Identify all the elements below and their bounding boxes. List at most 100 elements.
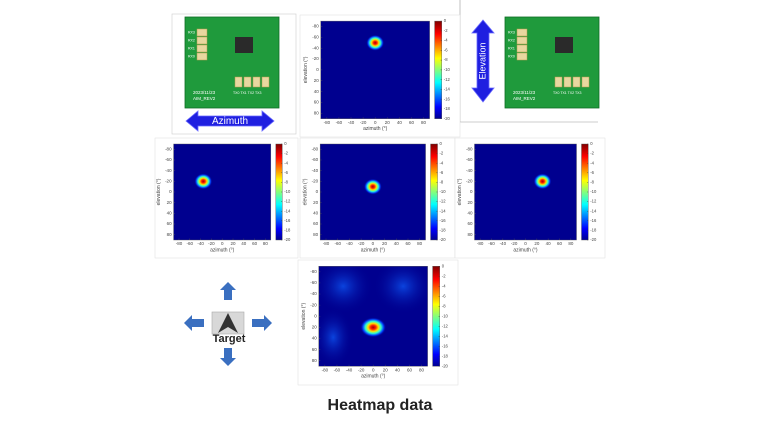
- x-tick-label: 40: [395, 367, 401, 372]
- y-tick-label: -40: [312, 168, 319, 173]
- colorbar-tick-label: -16: [442, 343, 449, 348]
- x-tick-label: -20: [208, 241, 215, 246]
- x-tick-label: 20: [231, 241, 237, 246]
- colorbar-tick-label: -10: [590, 189, 597, 194]
- colorbar-tick-label: -8: [284, 180, 288, 185]
- y-tick-label: -80: [310, 269, 317, 274]
- plot-area: [474, 144, 577, 240]
- colorbar-tick-label: -14: [442, 333, 449, 338]
- x-tick-label: 0: [372, 367, 375, 372]
- y-tick-label: -60: [312, 157, 319, 162]
- y-tick-label: 80: [467, 232, 473, 237]
- colorbar-tick-label: -8: [444, 57, 448, 62]
- y-tick-label: 0: [314, 313, 317, 318]
- colorbar-tick-label: -20: [590, 237, 597, 242]
- x-tick-label: -60: [187, 241, 194, 246]
- x-tick-label: 80: [568, 241, 574, 246]
- y-axis-label: elevation (°): [303, 56, 309, 83]
- x-tick-label: -40: [197, 241, 204, 246]
- pcb-pad: [261, 76, 270, 88]
- colorbar-tick-label: -14: [284, 208, 291, 213]
- x-tick-label: 20: [385, 120, 391, 125]
- pcb-pad: [196, 52, 208, 61]
- x-tick-label: 80: [263, 241, 269, 246]
- y-axis-label: elevation (°): [301, 303, 307, 330]
- x-axis-label: azimuth (°): [363, 126, 388, 132]
- colorbar-tick-label: -10: [440, 189, 447, 194]
- pcb-date: 2023/11/23: [513, 90, 536, 95]
- colorbar-tick-label: -14: [444, 87, 451, 92]
- pcb-pad: [243, 76, 252, 88]
- colorbar-tick-label: -8: [590, 180, 594, 185]
- y-tick-label: 0: [169, 189, 172, 194]
- heatmap-panel: -80 -60 -40 -20 0 20 40 60 80-80-60-40-200204060…: [299, 14, 461, 138]
- x-tick-label: 80: [417, 241, 423, 246]
- heatmap-panel: -80 -60 -40 -20 0 20 40 60 80-80-60-40-200204060…: [297, 259, 459, 386]
- x-tick-label: -80: [324, 120, 331, 125]
- y-tick-label: 40: [314, 89, 320, 94]
- heatmap-peak: [360, 317, 387, 338]
- pcb-pad: [196, 28, 208, 37]
- x-tick-label: 0: [372, 241, 375, 246]
- heatmap-peak: [363, 178, 382, 195]
- x-tick-label: -20: [358, 367, 365, 372]
- pcb-tx: TX0 TX1 TX2 TX3: [233, 91, 261, 95]
- y-tick-label: -20: [165, 179, 172, 184]
- pcb-pad: [516, 52, 528, 61]
- pcb-pad: [516, 36, 528, 45]
- pcb-pad: [196, 44, 208, 53]
- colorbar-tick-label: -18: [590, 228, 597, 233]
- x-tick-label: 20: [534, 241, 540, 246]
- colorbar-tick-label: -12: [590, 199, 597, 204]
- x-tick-label: -40: [346, 367, 353, 372]
- pcb-rx-label: RX2: [188, 38, 195, 42]
- colorbar-tick-label: -4: [444, 38, 448, 43]
- colorbar-tick-label: -16: [440, 218, 447, 223]
- y-tick-label: 60: [167, 221, 173, 226]
- pcb-date: 2023/11/23: [193, 90, 216, 95]
- x-tick-label: 40: [546, 241, 552, 246]
- heatmap-peak: [533, 173, 552, 190]
- pcb-pad: [563, 76, 572, 88]
- x-tick-label: 0: [374, 120, 377, 125]
- colorbar-tick-label: 0: [442, 263, 445, 268]
- x-tick-label: -40: [500, 241, 507, 246]
- y-tick-label: 20: [467, 200, 473, 205]
- y-tick-label: 60: [467, 221, 473, 226]
- y-tick-label: -20: [310, 302, 317, 307]
- y-tick-label: 60: [313, 221, 319, 226]
- pcb-pad: [252, 76, 261, 88]
- y-tick-label: -20: [312, 56, 319, 61]
- pcb-rev: AIM_REV2: [513, 96, 536, 101]
- azimuth-arrow: Azimuth: [185, 110, 275, 132]
- y-axis-label: elevation (°): [302, 178, 308, 205]
- colorbar-tick-label: -4: [440, 160, 444, 165]
- caption: Heatmap data: [328, 397, 433, 414]
- y-tick-label: -20: [466, 179, 473, 184]
- y-tick-label: 20: [313, 200, 319, 205]
- colorbar-tick-label: -2: [440, 151, 444, 156]
- colorbar-tick-label: -8: [440, 180, 444, 185]
- pcb-rx-label: RX3: [508, 30, 515, 34]
- y-tick-label: 40: [167, 211, 173, 216]
- colorbar-tick-label: -18: [444, 106, 451, 111]
- colorbar-tick-label: -18: [440, 228, 447, 233]
- colorbar-tick-label: -6: [590, 170, 594, 175]
- colorbar-tick-label: -4: [284, 160, 288, 165]
- x-tick-label: -20: [360, 120, 367, 125]
- x-tick-label: 80: [419, 367, 425, 372]
- x-tick-label: 40: [394, 241, 400, 246]
- y-tick-label: 0: [470, 189, 473, 194]
- pcb-rx-label: RX2: [508, 38, 515, 42]
- pcb-chip: [235, 37, 253, 53]
- pcb-pad: [554, 76, 563, 88]
- side-lobe: [318, 307, 354, 367]
- side-lobe: [318, 266, 374, 315]
- x-tick-label: -80: [322, 367, 329, 372]
- colorbar-tick-label: -10: [442, 313, 449, 318]
- y-tick-label: -80: [312, 24, 319, 29]
- y-axis-label: elevation (°): [156, 178, 162, 205]
- colorbar-tick-label: -8: [442, 303, 446, 308]
- pcb-chip: [555, 37, 573, 53]
- colorbar-tick-label: -2: [442, 273, 446, 278]
